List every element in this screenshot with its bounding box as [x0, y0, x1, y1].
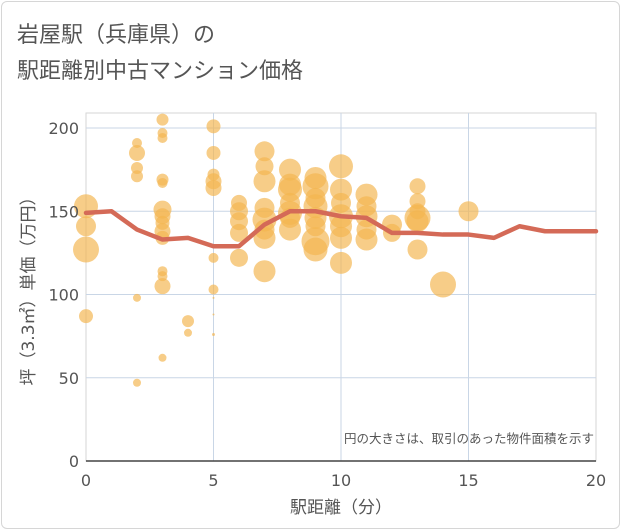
y-tick-label: 50: [59, 369, 79, 388]
bubble-point: [330, 251, 352, 274]
x-axis-title: 駅距離（分）: [290, 498, 392, 518]
y-tick-labels: 0 50 100 150 200: [48, 119, 79, 471]
x-tick-label: 5: [208, 471, 218, 490]
bubble-point: [208, 252, 219, 263]
bubble-point: [208, 284, 219, 295]
bubble-point: [206, 119, 221, 134]
bubble-point: [329, 154, 353, 179]
bubble-point: [355, 228, 378, 251]
chart-title-line-1: 岩屋駅（兵庫県）の: [17, 23, 215, 48]
bubble-point: [182, 315, 194, 328]
bubble-point: [131, 161, 143, 174]
bubble-point: [157, 177, 168, 188]
chart-title-line-2: 駅距離別中古マンション価格: [17, 59, 303, 84]
bubble-point: [458, 201, 479, 222]
bubble-point: [205, 179, 222, 196]
bubble-point: [212, 296, 215, 299]
bubble-point: [279, 218, 301, 241]
x-tick-label: 10: [331, 471, 351, 490]
bubble-layer: [73, 113, 479, 387]
trend-line-layer: [83, 209, 599, 249]
y-tick-label: 100: [48, 286, 79, 305]
average-price-line: [83, 209, 599, 249]
bubble-point: [230, 248, 248, 267]
y-tick-label: 0: [69, 452, 79, 471]
bubble-point: [158, 353, 167, 362]
bubble-point: [206, 145, 221, 160]
y-axis-title: 坪（3.3㎡）単価（万円）: [19, 188, 39, 385]
bubble-point: [255, 157, 274, 176]
x-tick-label: 15: [458, 471, 478, 490]
bubble-point: [406, 210, 429, 233]
x-tick-labels: 0 5 10 15 20: [81, 471, 606, 490]
bubble-point: [430, 271, 456, 298]
x-tick-label: 20: [586, 471, 606, 490]
bubble-point: [184, 328, 192, 337]
bubble-point: [133, 293, 141, 302]
bubble-point: [154, 278, 171, 295]
bubble-point: [79, 309, 93, 324]
y-tick-label: 200: [48, 119, 79, 138]
bubble-point: [156, 113, 169, 126]
bubble-point: [253, 226, 276, 249]
bubble-point: [157, 132, 168, 143]
bubble-point: [73, 236, 99, 263]
bubble-point: [131, 170, 143, 183]
bubble-point: [253, 260, 276, 283]
y-tick-label: 150: [48, 202, 79, 221]
bubble-point: [303, 237, 328, 262]
bubble-point: [129, 144, 145, 161]
bubble-point: [254, 141, 275, 162]
bubble-point: [407, 239, 428, 260]
bubble-point: [76, 216, 96, 237]
x-tick-label: 0: [81, 471, 91, 490]
bubble-point: [212, 313, 215, 316]
bubble-point: [133, 378, 141, 387]
bubble-size-note: 円の大きさは、取引のあった物件面積を示す: [344, 431, 594, 446]
bubble-point: [409, 178, 426, 195]
bubble-point: [253, 170, 276, 193]
bubble-point: [212, 332, 215, 336]
bubble-point: [230, 223, 248, 242]
bubble-point: [330, 226, 352, 249]
